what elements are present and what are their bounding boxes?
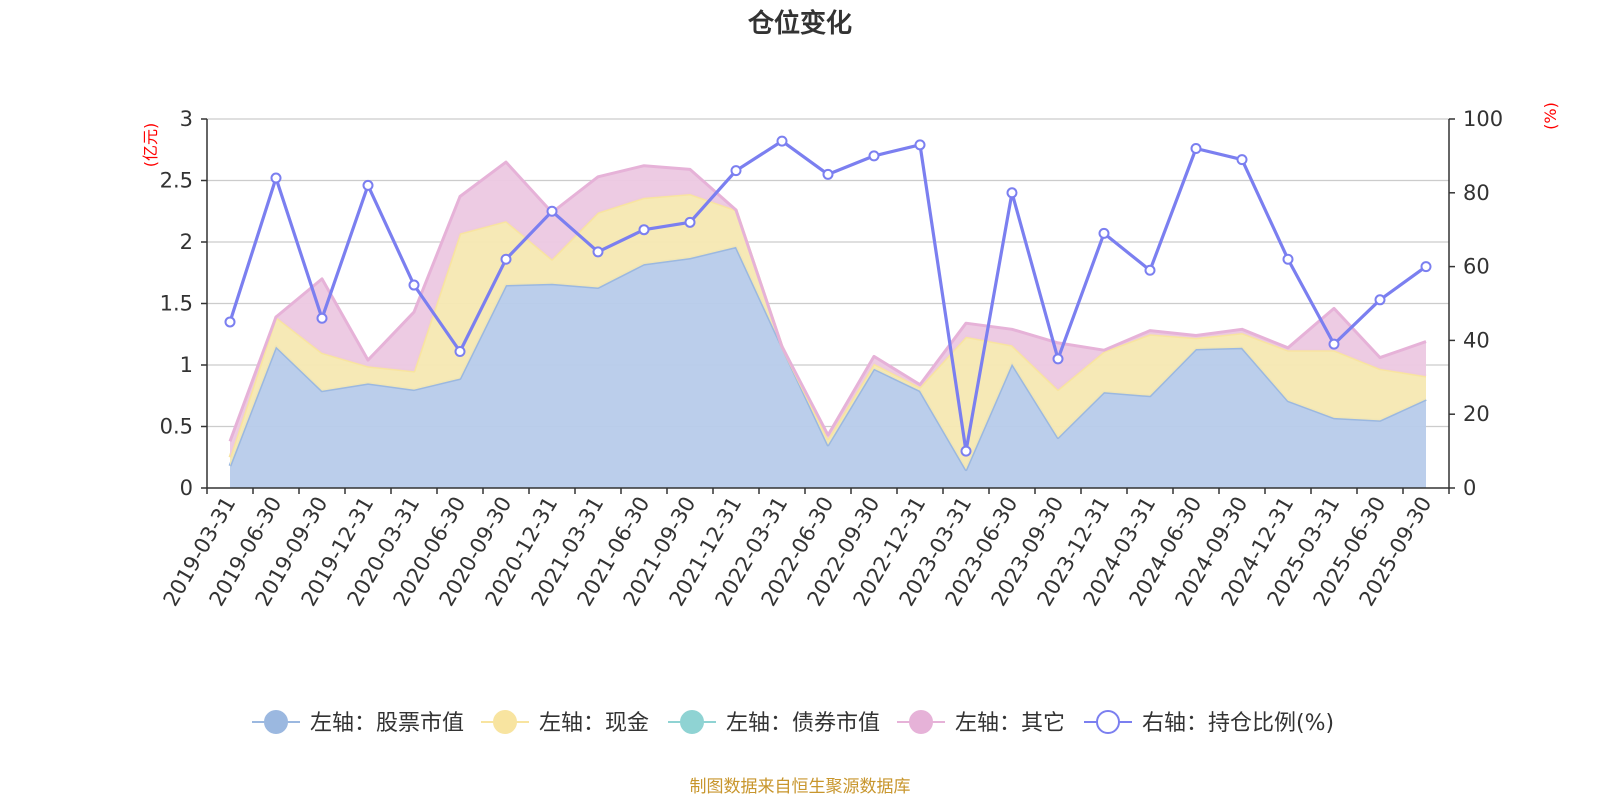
left-axis-tick-label: 0 bbox=[180, 476, 193, 500]
right-axis-tick-label: 60 bbox=[1463, 255, 1490, 279]
legend-item: 左轴：股票市值 bbox=[252, 710, 464, 736]
ratio-point bbox=[1328, 338, 1340, 350]
legend-label: 右轴：持仓比例(%) bbox=[1142, 711, 1334, 736]
legend-marker bbox=[1096, 710, 1120, 734]
legend-marker bbox=[493, 710, 517, 734]
ratio-point bbox=[730, 165, 742, 177]
ratio-point bbox=[1006, 187, 1018, 199]
right-axis-tick-label: 20 bbox=[1463, 402, 1490, 426]
area-左轴：现金 bbox=[230, 194, 1426, 470]
ratio-point bbox=[960, 445, 972, 457]
legend-label: 左轴：其它 bbox=[955, 711, 1065, 736]
ratio-point bbox=[1098, 227, 1110, 239]
ratio-line-series bbox=[224, 135, 1432, 457]
right-axis-tick-label: 100 bbox=[1463, 107, 1503, 131]
ratio-point bbox=[224, 316, 236, 328]
ratio-point bbox=[270, 172, 282, 184]
ratio-point bbox=[1420, 261, 1432, 273]
left-axis-tick-label: 1 bbox=[180, 353, 193, 377]
legend-marker bbox=[680, 710, 704, 734]
right-axis-tick-label: 80 bbox=[1463, 181, 1490, 205]
left-axis-unit: (亿元) bbox=[141, 123, 160, 168]
ratio-point bbox=[1144, 264, 1156, 276]
ratio-point bbox=[408, 279, 420, 291]
right-axis-unit: (%) bbox=[1541, 102, 1560, 130]
area-edge-左轴：其它 bbox=[228, 160, 1427, 442]
legend-label: 左轴：股票市值 bbox=[310, 711, 464, 736]
ratio-point bbox=[1052, 353, 1064, 365]
legend-marker bbox=[909, 710, 933, 734]
ratio-point bbox=[454, 345, 466, 357]
legend-item: 左轴：债券市值 bbox=[668, 710, 880, 736]
legend-item: 左轴：现金 bbox=[481, 710, 649, 736]
legend-marker bbox=[264, 710, 288, 734]
legend-item: 右轴：持仓比例(%) bbox=[1084, 710, 1334, 736]
right-axis-tick-label: 0 bbox=[1463, 476, 1476, 500]
ratio-point bbox=[1190, 143, 1202, 155]
left-axis-tick-label: 0.5 bbox=[160, 415, 193, 439]
ratio-point bbox=[500, 253, 512, 265]
left-axis-tick-label: 3 bbox=[180, 107, 193, 131]
ratio-point bbox=[1282, 253, 1294, 265]
ratio-point bbox=[1374, 294, 1386, 306]
left-axis-tick-label: 2 bbox=[180, 230, 193, 254]
ratio-point bbox=[546, 205, 558, 217]
right-axis-tick-label: 40 bbox=[1463, 328, 1490, 352]
ratio-point bbox=[638, 224, 650, 236]
area-左轴：股票市值 bbox=[230, 246, 1426, 488]
stacked-areas bbox=[228, 160, 1427, 488]
ratio-point bbox=[914, 139, 926, 151]
ratio-point bbox=[592, 246, 604, 258]
ratio-point bbox=[316, 312, 328, 324]
left-axis-tick-label: 2.5 bbox=[160, 169, 193, 193]
left-axis-tick-label: 1.5 bbox=[160, 292, 193, 316]
ratio-point bbox=[822, 168, 834, 180]
ratio-point bbox=[776, 135, 788, 147]
legend: 左轴：股票市值 左轴：现金 左轴：债券市值 左轴：其它 右轴：持仓比例(%) bbox=[252, 710, 1334, 736]
legend-label: 左轴：现金 bbox=[539, 711, 649, 736]
ratio-point bbox=[362, 179, 374, 191]
ratio-point bbox=[684, 216, 696, 228]
ratio-point bbox=[1236, 154, 1248, 166]
ratio-point bbox=[868, 150, 880, 162]
source-note: 制图数据来自恒生聚源数据库 bbox=[690, 777, 911, 797]
legend-item: 左轴：其它 bbox=[897, 710, 1065, 736]
legend-label: 左轴：债券市值 bbox=[726, 711, 880, 736]
chart-title: 仓位变化 bbox=[747, 8, 852, 39]
